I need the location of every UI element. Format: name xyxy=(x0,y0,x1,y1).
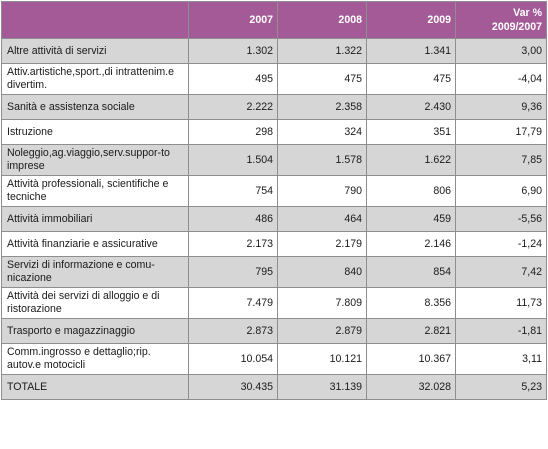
cell-var: 6,90 xyxy=(455,175,547,207)
cell-var: 7,85 xyxy=(455,144,547,176)
row-label: Attiv.artistiche,sport.,di intrattenim.e… xyxy=(1,63,189,95)
cell-var: 17,79 xyxy=(455,119,547,145)
cell-2007: 1.504 xyxy=(188,144,278,176)
table-row: Sanità e assistenza sociale 2.222 2.358 2.4… xyxy=(1,94,547,120)
cell-2008: 2.179 xyxy=(277,231,367,257)
header-var-period: 2009/2007 xyxy=(491,21,542,33)
cell-2009: 459 xyxy=(366,206,456,232)
cell-2009: 32.028 xyxy=(366,374,456,400)
table-row: Attività professionali, scientifiche e t… xyxy=(1,175,547,207)
cell-var: 5,23 xyxy=(455,374,547,400)
table-row: Altre attività di servizi 1.302 1.322 1.341… xyxy=(1,38,547,64)
cell-var: 3,00 xyxy=(455,38,547,64)
header-blank-cell xyxy=(1,1,189,39)
table-row: Attività immobiliari 486 464 459 -5,56 xyxy=(1,206,547,232)
header-2007: 2007 xyxy=(188,1,278,39)
cell-2008: 790 xyxy=(277,175,367,207)
row-label: Noleggio,ag.viaggio,serv.suppor-to impre… xyxy=(1,144,189,176)
cell-var: 9,36 xyxy=(455,94,547,120)
cell-2009: 2.146 xyxy=(366,231,456,257)
row-label: Trasporto e magazzinaggio xyxy=(1,318,189,344)
row-label: Comm.ingrosso e dettaglio;rip. autov.e m… xyxy=(1,343,189,375)
cell-2008: 1.322 xyxy=(277,38,367,64)
cell-2008: 464 xyxy=(277,206,367,232)
row-label: Attività dei servizi di alloggio e di ri… xyxy=(1,287,189,319)
cell-2007: 298 xyxy=(188,119,278,145)
table-row: Noleggio,ag.viaggio,serv.suppor-to impre… xyxy=(1,144,547,176)
cell-2007: 7.479 xyxy=(188,287,278,319)
data-table: 2007 2008 2009 Var % 2009/2007 Altre att… xyxy=(1,1,547,400)
cell-2009: 854 xyxy=(366,256,456,288)
cell-2009: 1.622 xyxy=(366,144,456,176)
header-2009: 2009 xyxy=(366,1,456,39)
header-var-label: Var % xyxy=(513,7,542,19)
cell-2009: 806 xyxy=(366,175,456,207)
table-row: Attività dei servizi di alloggio e di ri… xyxy=(1,287,547,319)
cell-2008: 7.809 xyxy=(277,287,367,319)
table-row: Istruzione 298 324 351 17,79 xyxy=(1,119,547,145)
cell-var: -5,56 xyxy=(455,206,547,232)
cell-var: -1,24 xyxy=(455,231,547,257)
cell-var: -4,04 xyxy=(455,63,547,95)
row-label: Sanità e assistenza sociale xyxy=(1,94,189,120)
cell-2008: 10.121 xyxy=(277,343,367,375)
cell-2007: 795 xyxy=(188,256,278,288)
cell-2007: 495 xyxy=(188,63,278,95)
table-row: Servizi di informazione e comu-nicazione… xyxy=(1,256,547,288)
cell-2009: 475 xyxy=(366,63,456,95)
row-label: Istruzione xyxy=(1,119,189,145)
cell-2007: 2.222 xyxy=(188,94,278,120)
row-label: Servizi di informazione e comu-nicazione xyxy=(1,256,189,288)
cell-2007: 2.873 xyxy=(188,318,278,344)
row-label: Attività professionali, scientifiche e t… xyxy=(1,175,189,207)
table-row: Attività finanziarie e assicurative 2.173… xyxy=(1,231,547,257)
cell-2008: 475 xyxy=(277,63,367,95)
cell-2008: 2.358 xyxy=(277,94,367,120)
header-2008: 2008 xyxy=(277,1,367,39)
cell-2008: 840 xyxy=(277,256,367,288)
header-row: 2007 2008 2009 Var % 2009/2007 xyxy=(1,1,547,39)
cell-2007: 486 xyxy=(188,206,278,232)
table-row: Attiv.artistiche,sport.,di intrattenim.e… xyxy=(1,63,547,95)
cell-2008: 31.139 xyxy=(277,374,367,400)
cell-var: 11,73 xyxy=(455,287,547,319)
row-label: TOTALE xyxy=(1,374,189,400)
row-label: Attività immobiliari xyxy=(1,206,189,232)
table-row: Comm.ingrosso e dettaglio;rip. autov.e m… xyxy=(1,343,547,375)
cell-var: 7,42 xyxy=(455,256,547,288)
row-label: Altre attività di servizi xyxy=(1,38,189,64)
cell-2009: 10.367 xyxy=(366,343,456,375)
cell-2007: 10.054 xyxy=(188,343,278,375)
cell-2007: 1.302 xyxy=(188,38,278,64)
cell-2007: 754 xyxy=(188,175,278,207)
row-label: Attività finanziarie e assicurative xyxy=(1,231,189,257)
cell-2009: 1.341 xyxy=(366,38,456,64)
cell-var: 3,11 xyxy=(455,343,547,375)
cell-2008: 2.879 xyxy=(277,318,367,344)
cell-2008: 1.578 xyxy=(277,144,367,176)
cell-var: -1,81 xyxy=(455,318,547,344)
header-var: Var % 2009/2007 xyxy=(455,1,547,39)
cell-2009: 2.430 xyxy=(366,94,456,120)
cell-2007: 2.173 xyxy=(188,231,278,257)
table-body: Altre attività di servizi 1.302 1.322 1.341… xyxy=(1,38,547,400)
cell-2009: 351 xyxy=(366,119,456,145)
table-row: Trasporto e magazzinaggio 2.873 2.879 2.821… xyxy=(1,318,547,344)
cell-2009: 8.356 xyxy=(366,287,456,319)
cell-2009: 2.821 xyxy=(366,318,456,344)
cell-2008: 324 xyxy=(277,119,367,145)
cell-2007: 30.435 xyxy=(188,374,278,400)
table-row: TOTALE 30.435 31.139 32.028 5,23 xyxy=(1,374,547,400)
